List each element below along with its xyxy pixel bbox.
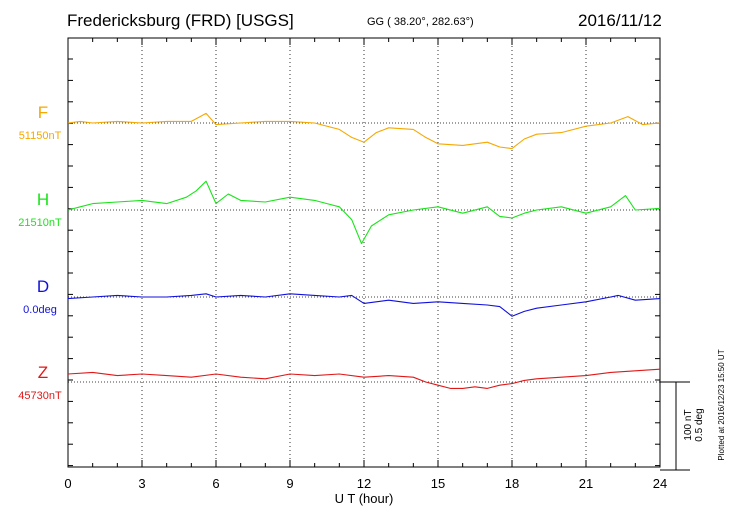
- x-tick-label: 18: [505, 476, 519, 491]
- scale-label-nt: 100 nT: [683, 409, 694, 440]
- series-line-D: [67, 293, 661, 317]
- date-label: 2016/11/12: [578, 11, 662, 30]
- scale-label-deg: 0.5 deg: [694, 408, 705, 441]
- x-axis-label: U T (hour): [335, 491, 394, 506]
- x-tick-label: 6: [212, 476, 219, 491]
- series-label-Z: Z: [38, 363, 48, 382]
- station-title: Fredericksburg (FRD) [USGS]: [67, 11, 294, 30]
- x-tick-label: 15: [431, 476, 445, 491]
- x-tick-label: 3: [138, 476, 145, 491]
- series-line-F: [67, 112, 661, 150]
- series-line-Z: [67, 368, 661, 389]
- plotted-timestamp: Plotted at 2016/12/23 15:50 UT: [717, 349, 726, 460]
- baseline-label-D: 0.0deg: [23, 304, 57, 316]
- x-tick-label: 0: [64, 476, 71, 491]
- baseline-label-F: 51150nT: [19, 130, 62, 142]
- baseline-label-Z: 45730nT: [18, 390, 62, 402]
- x-tick-label: 12: [357, 476, 371, 491]
- x-tick-label: 9: [286, 476, 293, 491]
- x-tick-label: 21: [579, 476, 593, 491]
- baseline-label-H: 21510nT: [18, 217, 62, 229]
- series-label-H: H: [37, 190, 49, 209]
- series-label-F: F: [38, 103, 48, 122]
- x-tick-label: 24: [653, 476, 667, 491]
- series-label-D: D: [37, 277, 49, 296]
- coordinates-label: GG ( 38.20°, 282.63°): [367, 16, 474, 28]
- series-line-H: [67, 180, 661, 245]
